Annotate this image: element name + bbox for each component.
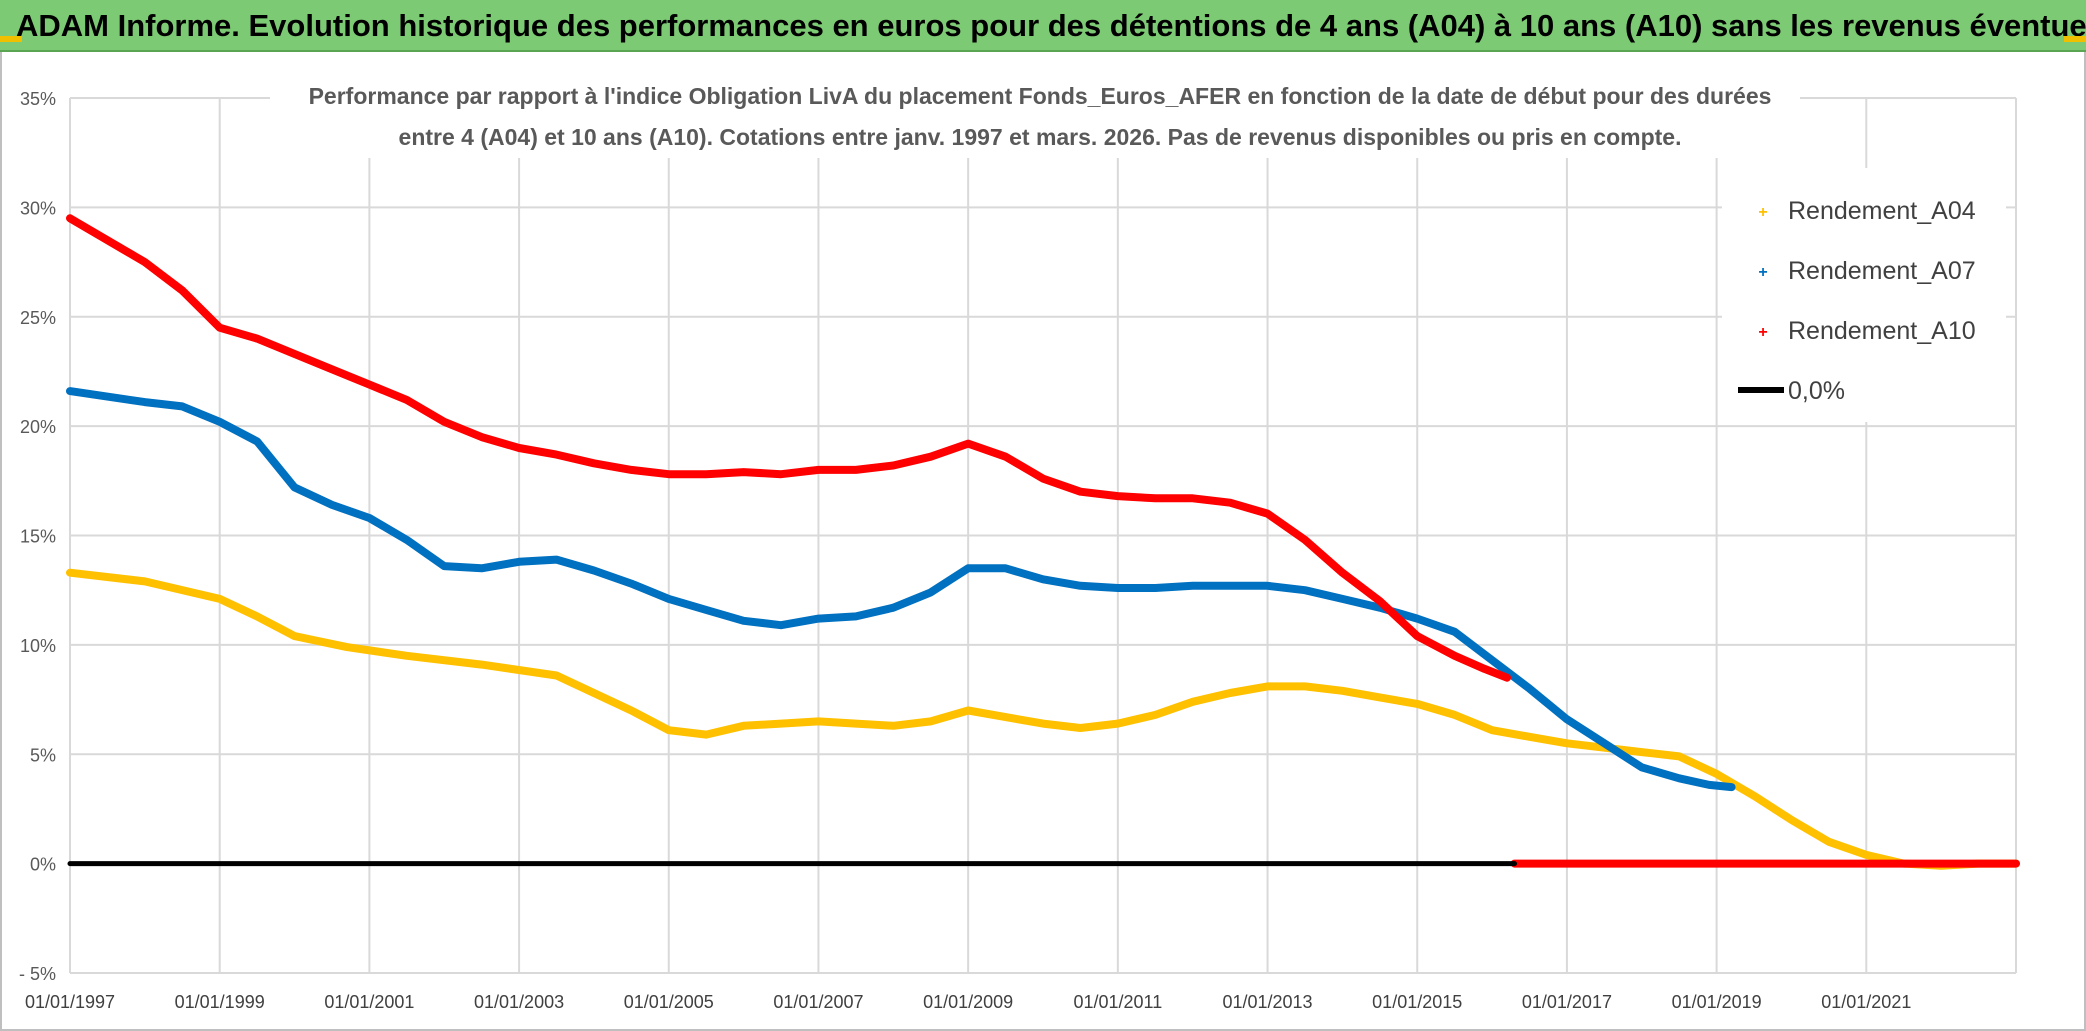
chart-title-line-2: entre 4 (A04) et 10 ans (A10). Cotations… — [399, 124, 1682, 150]
y-tick-label: 35% — [20, 89, 56, 109]
x-tick-label: 01/01/2011 — [1073, 992, 1162, 1012]
chart-title-background — [270, 78, 1800, 158]
legend-marker-a10: + — [1758, 324, 1767, 341]
x-tick-label: 01/01/2013 — [1222, 992, 1312, 1012]
x-tick-label: 01/01/2017 — [1522, 992, 1612, 1012]
legend-label-a07: Rendement_A07 — [1788, 257, 1976, 285]
series-line-a07 — [66, 387, 1736, 792]
y-tick-label: 25% — [20, 308, 56, 328]
legend-label-a10: Rendement_A10 — [1788, 317, 1976, 345]
chart-legend: + Rendement_A04 + Rendement_A07 + Rendement_A… — [1722, 168, 2006, 422]
x-tick-label: 01/01/1999 — [175, 992, 265, 1012]
x-tick-label: 01/01/2015 — [1372, 992, 1462, 1012]
x-tick-label: 01/01/2003 — [474, 992, 564, 1012]
series-line-a10 — [66, 214, 1511, 682]
corner-accent-left — [0, 36, 22, 42]
legend-marker-a04: + — [1758, 204, 1767, 221]
legend-marker-a07: + — [1758, 264, 1767, 281]
x-tick-label: 01/01/2007 — [773, 992, 863, 1012]
x-tick-label: 01/01/2005 — [624, 992, 714, 1012]
report-banner-title: ADAM Informe. Evolution historique des p… — [0, 0, 2086, 52]
legend-label-zero: 0,0% — [1788, 377, 1845, 405]
y-tick-label: 0% — [30, 855, 56, 875]
x-tick-label: 01/01/2019 — [1672, 992, 1762, 1012]
y-tick-label: 15% — [20, 527, 56, 547]
chart-title-line-1: Performance par rapport à l'indice Oblig… — [309, 83, 1772, 109]
x-tick-label: 01/01/1997 — [25, 992, 115, 1012]
x-tick-label: 01/01/2001 — [324, 992, 414, 1012]
series-line-a04 — [66, 568, 2020, 870]
y-tick-label: 20% — [20, 417, 56, 437]
x-tick-label: 01/01/2021 — [1821, 992, 1911, 1012]
x-tick-label: 01/01/2009 — [923, 992, 1013, 1012]
corner-accent-right — [2064, 36, 2086, 42]
y-tick-label: 30% — [20, 198, 56, 218]
legend-background — [1722, 168, 2006, 422]
y-tick-label: 5% — [30, 745, 56, 765]
y-tick-label: 10% — [20, 636, 56, 656]
y-tick-label: - 5% — [19, 964, 56, 984]
legend-label-a04: Rendement_A04 — [1788, 197, 1976, 225]
